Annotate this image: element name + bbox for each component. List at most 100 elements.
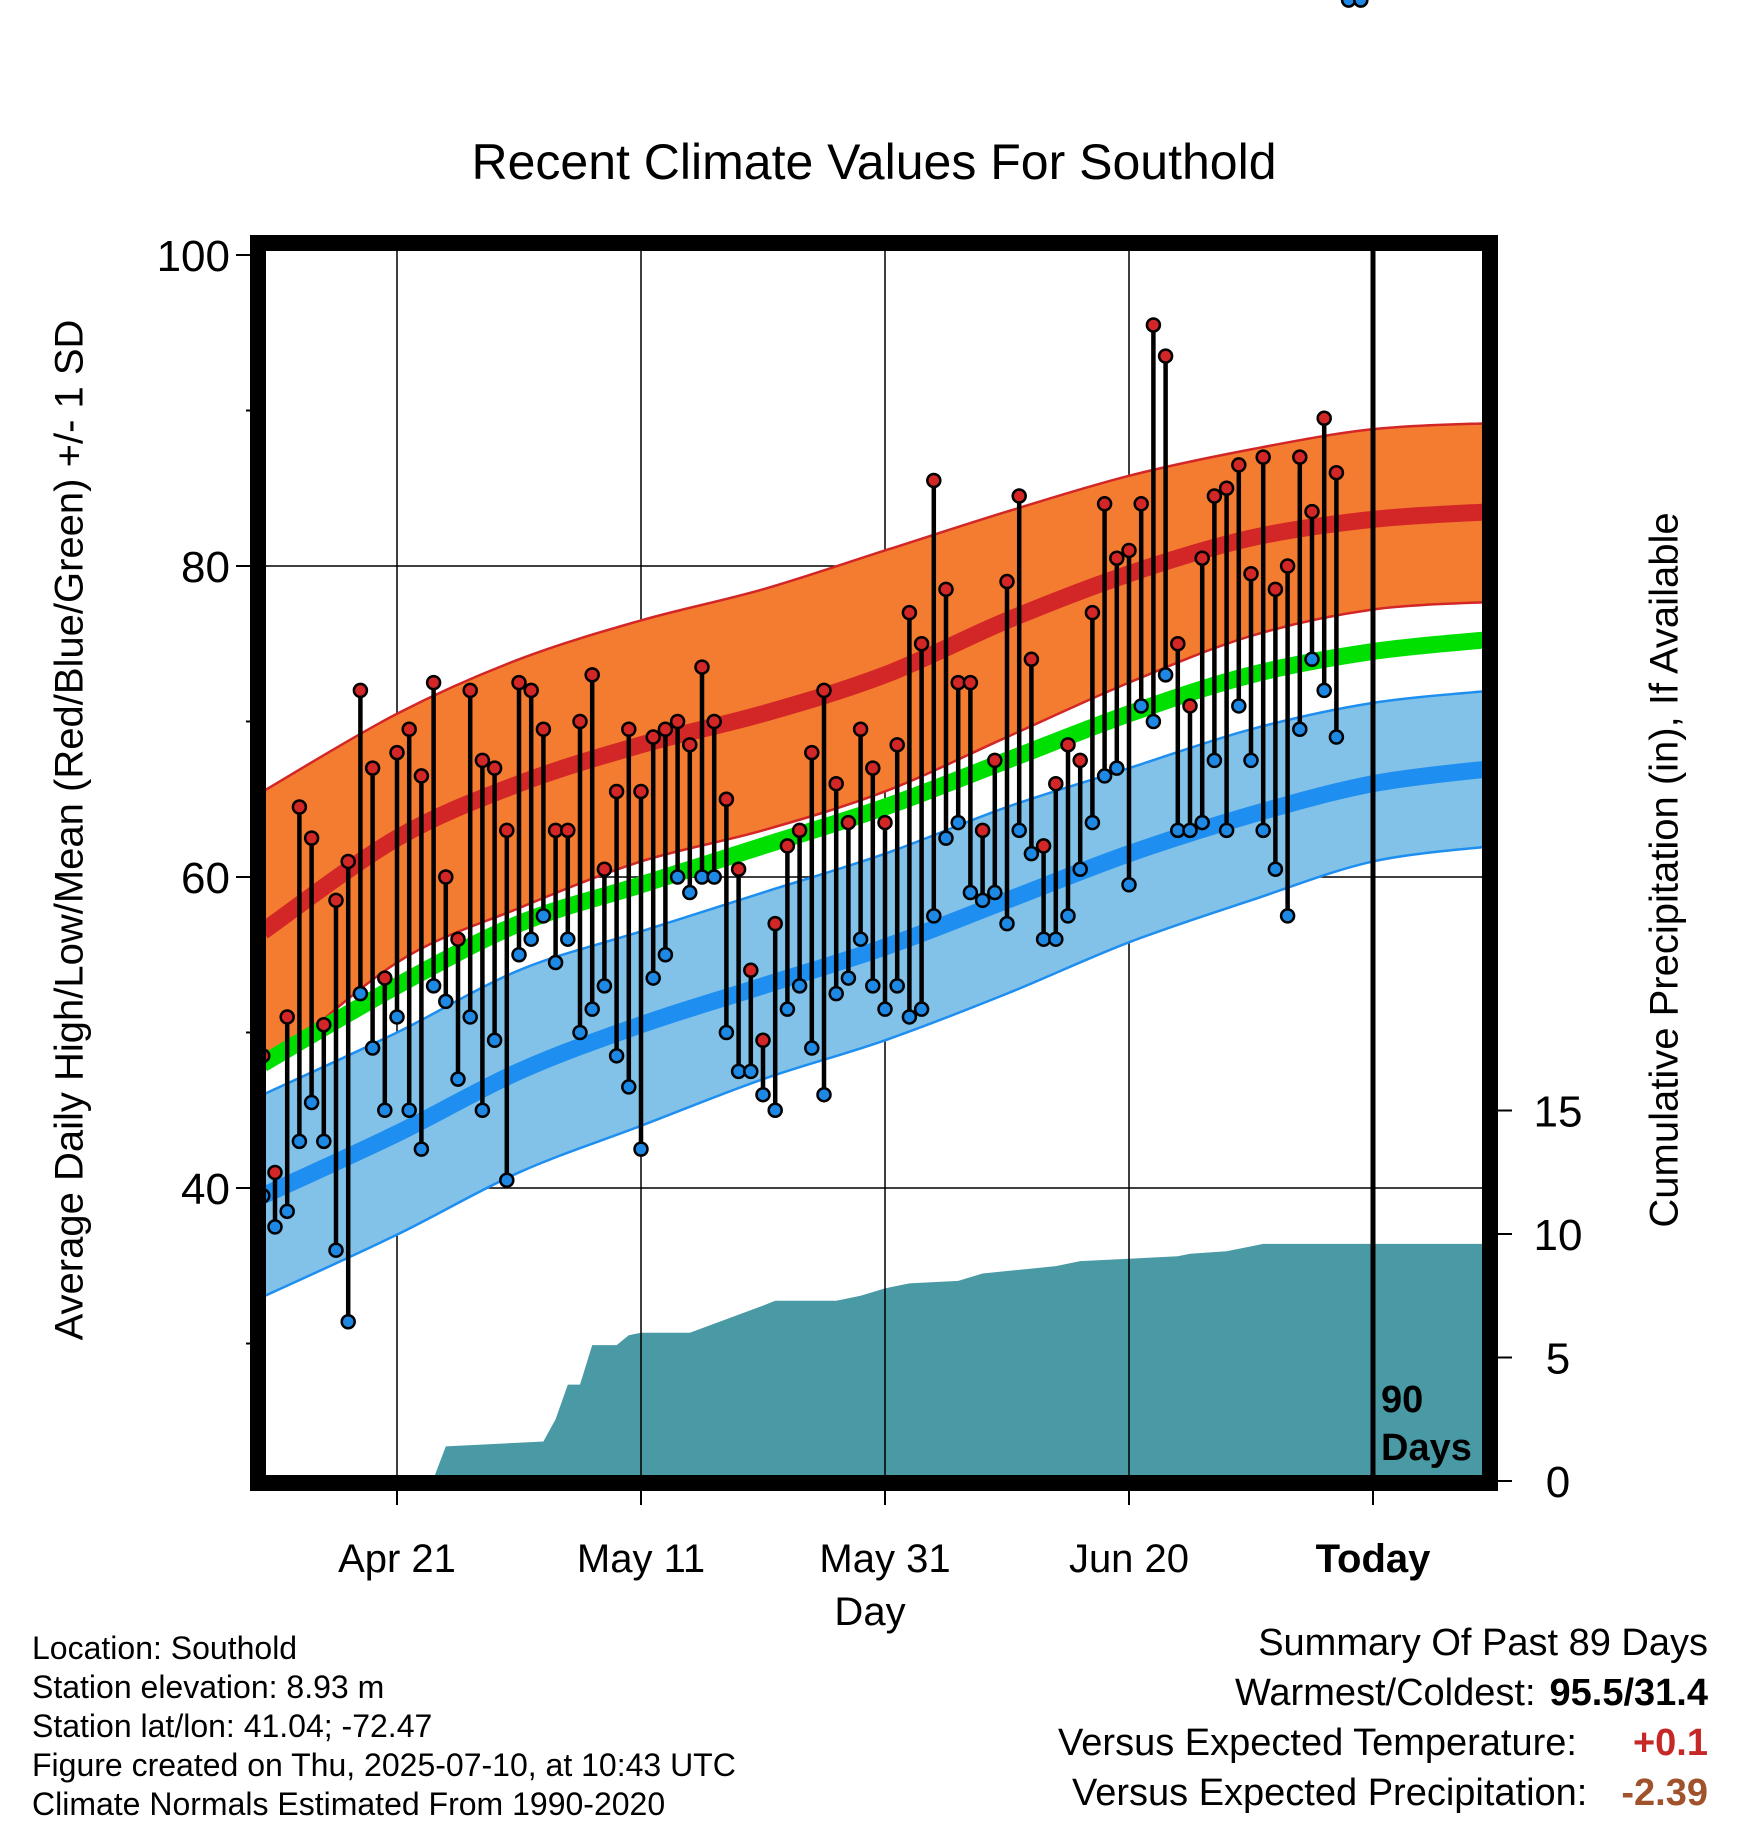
daily-high-point [865, 760, 881, 776]
daily-low-point [1145, 713, 1162, 730]
daily-high-point [852, 721, 869, 738]
daily-high-point [608, 783, 625, 800]
daily-low-point [377, 1102, 393, 1118]
daily-high-point [364, 760, 381, 776]
daily-high-point [974, 822, 991, 839]
daily-high-point [999, 573, 1015, 590]
daily-high-point [743, 962, 759, 979]
daily-low-point [560, 931, 576, 947]
daily-low-point [1182, 822, 1198, 839]
daily-high-point [1316, 410, 1332, 427]
daily-high-point [1011, 488, 1027, 504]
summary-heading: Summary Of Past 89 Days [1258, 1622, 1708, 1664]
daily-high-point [926, 472, 942, 489]
daily-high-point [1194, 550, 1210, 566]
summary-precip-row: Versus Expected Precipitation: -2.39 [1072, 1772, 1708, 1815]
daily-high-point [804, 744, 820, 761]
y-tick-label: 60 [181, 854, 230, 903]
summary-precip-label: Versus Expected Precipitation: [1071, 1772, 1588, 1814]
daily-high-point [1182, 698, 1198, 714]
daily-low-point [1206, 752, 1223, 769]
daily-high-point [669, 713, 686, 730]
daily-low-point [852, 931, 869, 947]
info-latlon: Station lat/lon: 41.04; -72.47 [32, 1708, 433, 1744]
daily-low-point [901, 1009, 918, 1025]
daily-high-point [828, 775, 844, 792]
daily-high-point [486, 760, 503, 776]
daily-low-point [499, 1172, 515, 1188]
daily-low-point [1048, 931, 1064, 947]
summary-temp-value: +0.1 [1632, 1722, 1708, 1764]
daily-high-point [1206, 488, 1223, 504]
daily-high-point [1292, 449, 1308, 465]
high-normal-band-upper-edge [262, 421, 1496, 793]
summary-precip-value: -2.39 [1621, 1772, 1708, 1814]
x-axis-label: Day [834, 1590, 906, 1634]
daily-high-point [1035, 838, 1052, 854]
x-tick-label: Apr 21 [338, 1537, 456, 1581]
plot-frame [250, 235, 1498, 1491]
daily-high-point [938, 581, 954, 598]
daily-high-point [1304, 503, 1320, 520]
daily-high-point [718, 791, 735, 807]
x-tick-label: Today [1316, 1537, 1432, 1581]
daily-low-point [633, 1141, 649, 1157]
y-tick-label: 100 [157, 232, 230, 281]
daily-high-point [1218, 480, 1235, 496]
daily-high-point [1267, 581, 1284, 598]
daily-high-point [1231, 457, 1247, 473]
summary-warmest-label: Warmest/Coldest: [1234, 1672, 1536, 1714]
daily-high-point [645, 729, 661, 745]
daily-low-point [767, 1102, 783, 1118]
daily-low-point [755, 1086, 771, 1103]
daily-high-point [267, 1164, 283, 1181]
daily-high-point [523, 682, 539, 699]
daily-low-point [1011, 822, 1027, 839]
daily-high-point [352, 682, 369, 699]
daily-high-point [1255, 449, 1271, 465]
daily-high-point [901, 604, 918, 621]
daily-low-point [340, 1313, 356, 1330]
daily-high-point [1170, 636, 1186, 652]
daily-high-point [987, 752, 1003, 769]
info-elevation: Station elevation: 8.93 m [32, 1669, 385, 1705]
daily-high-point [633, 783, 649, 800]
y2-tick-label: 10 [1534, 1211, 1583, 1260]
daily-high-point [1243, 566, 1259, 582]
daily-low-point [950, 814, 966, 831]
today-days-label: 90 [1381, 1379, 1423, 1421]
daily-low-point [1060, 908, 1076, 924]
daily-low-point [1096, 768, 1113, 784]
daily-low-point [389, 1009, 405, 1025]
daily-low-point [303, 1094, 320, 1111]
summary-temp-row: Versus Expected Temperature: +0.1 [1058, 1722, 1708, 1765]
daily-high-point [730, 861, 747, 877]
daily-low-point [425, 978, 442, 994]
daily-high-point [474, 752, 491, 769]
daily-high-point [572, 713, 588, 730]
daily-low-point [657, 947, 674, 963]
daily-low-point [791, 978, 808, 994]
daily-low-point [1328, 729, 1345, 745]
y2-tick-label: 15 [1534, 1088, 1583, 1137]
daily-low-point [938, 830, 954, 846]
daily-high-point [962, 674, 979, 691]
daily-high-point [413, 768, 430, 784]
daily-high-point [694, 659, 710, 675]
precipitation-area [262, 1243, 1495, 1481]
daily-low-point [486, 1032, 503, 1049]
daily-low-point [1133, 698, 1149, 714]
daily-low-point [511, 947, 527, 963]
high-normal-line [257, 503, 1496, 939]
daily-low-point [889, 978, 905, 994]
daily-low-point [987, 884, 1003, 901]
daily-low-point [572, 1024, 588, 1041]
daily-low-point [1084, 814, 1101, 831]
daily-high-point [279, 1009, 295, 1025]
daily-low-point [621, 1079, 637, 1095]
daily-low-point [865, 978, 881, 994]
daily-low-point [1218, 822, 1235, 839]
daily-high-point [389, 744, 405, 761]
daily-high-point [425, 674, 442, 691]
daily-low-point [608, 1048, 625, 1064]
